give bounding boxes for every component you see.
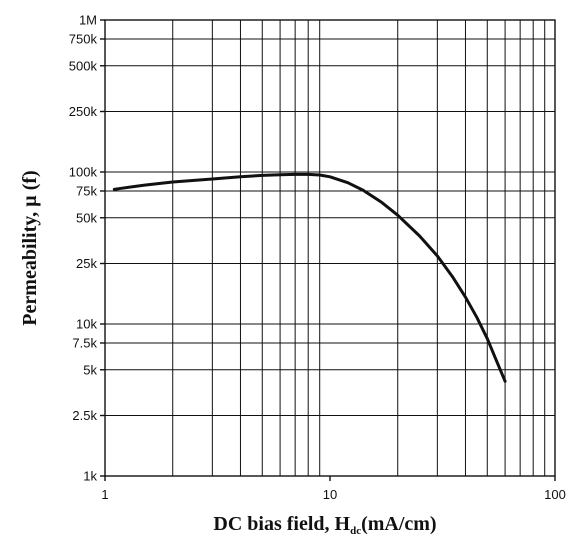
y-tick-label: 2.5k <box>72 408 97 423</box>
y-tick-label: 10k <box>76 317 97 332</box>
tick-marks <box>100 19 556 481</box>
y-tick-label: 500k <box>69 58 98 73</box>
x-tick-label: 1 <box>101 487 108 502</box>
x-axis-title-subscript: dc <box>350 525 361 536</box>
x-tick-label: 100 <box>544 487 566 502</box>
x-tick-label: 10 <box>323 487 337 502</box>
y-tick-label: 50k <box>76 210 97 225</box>
y-tick-label: 1k <box>83 469 97 484</box>
y-tick-label: 7.5k <box>72 335 97 350</box>
y-tick-label: 1M <box>79 13 97 28</box>
y-tick-label: 100k <box>69 165 98 180</box>
y-tick-label: 75k <box>76 183 97 198</box>
grid <box>105 19 555 477</box>
y-tick-labels: 1k 2.5k 5k 7.5k 10k 25k 50k 75k 100k 250k 500k 750k… <box>69 13 98 484</box>
x-axis-title-main: DC bias field, H <box>213 513 350 535</box>
x-axis-title: DC bias field, Hdc(mA/cm) <box>213 513 436 536</box>
y-tick-label: 750k <box>69 31 98 46</box>
series-line <box>112 172 507 383</box>
series-group <box>112 172 507 383</box>
x-tick-labels: 1 10 100 <box>101 487 565 502</box>
y-tick-label: 250k <box>69 104 98 119</box>
y-axis-title: Permeability, µ (f) <box>19 170 41 325</box>
y-tick-label: 25k <box>76 256 97 271</box>
y-tick-label: 5k <box>83 362 97 377</box>
x-axis-title-unit: (mA/cm) <box>361 513 437 535</box>
